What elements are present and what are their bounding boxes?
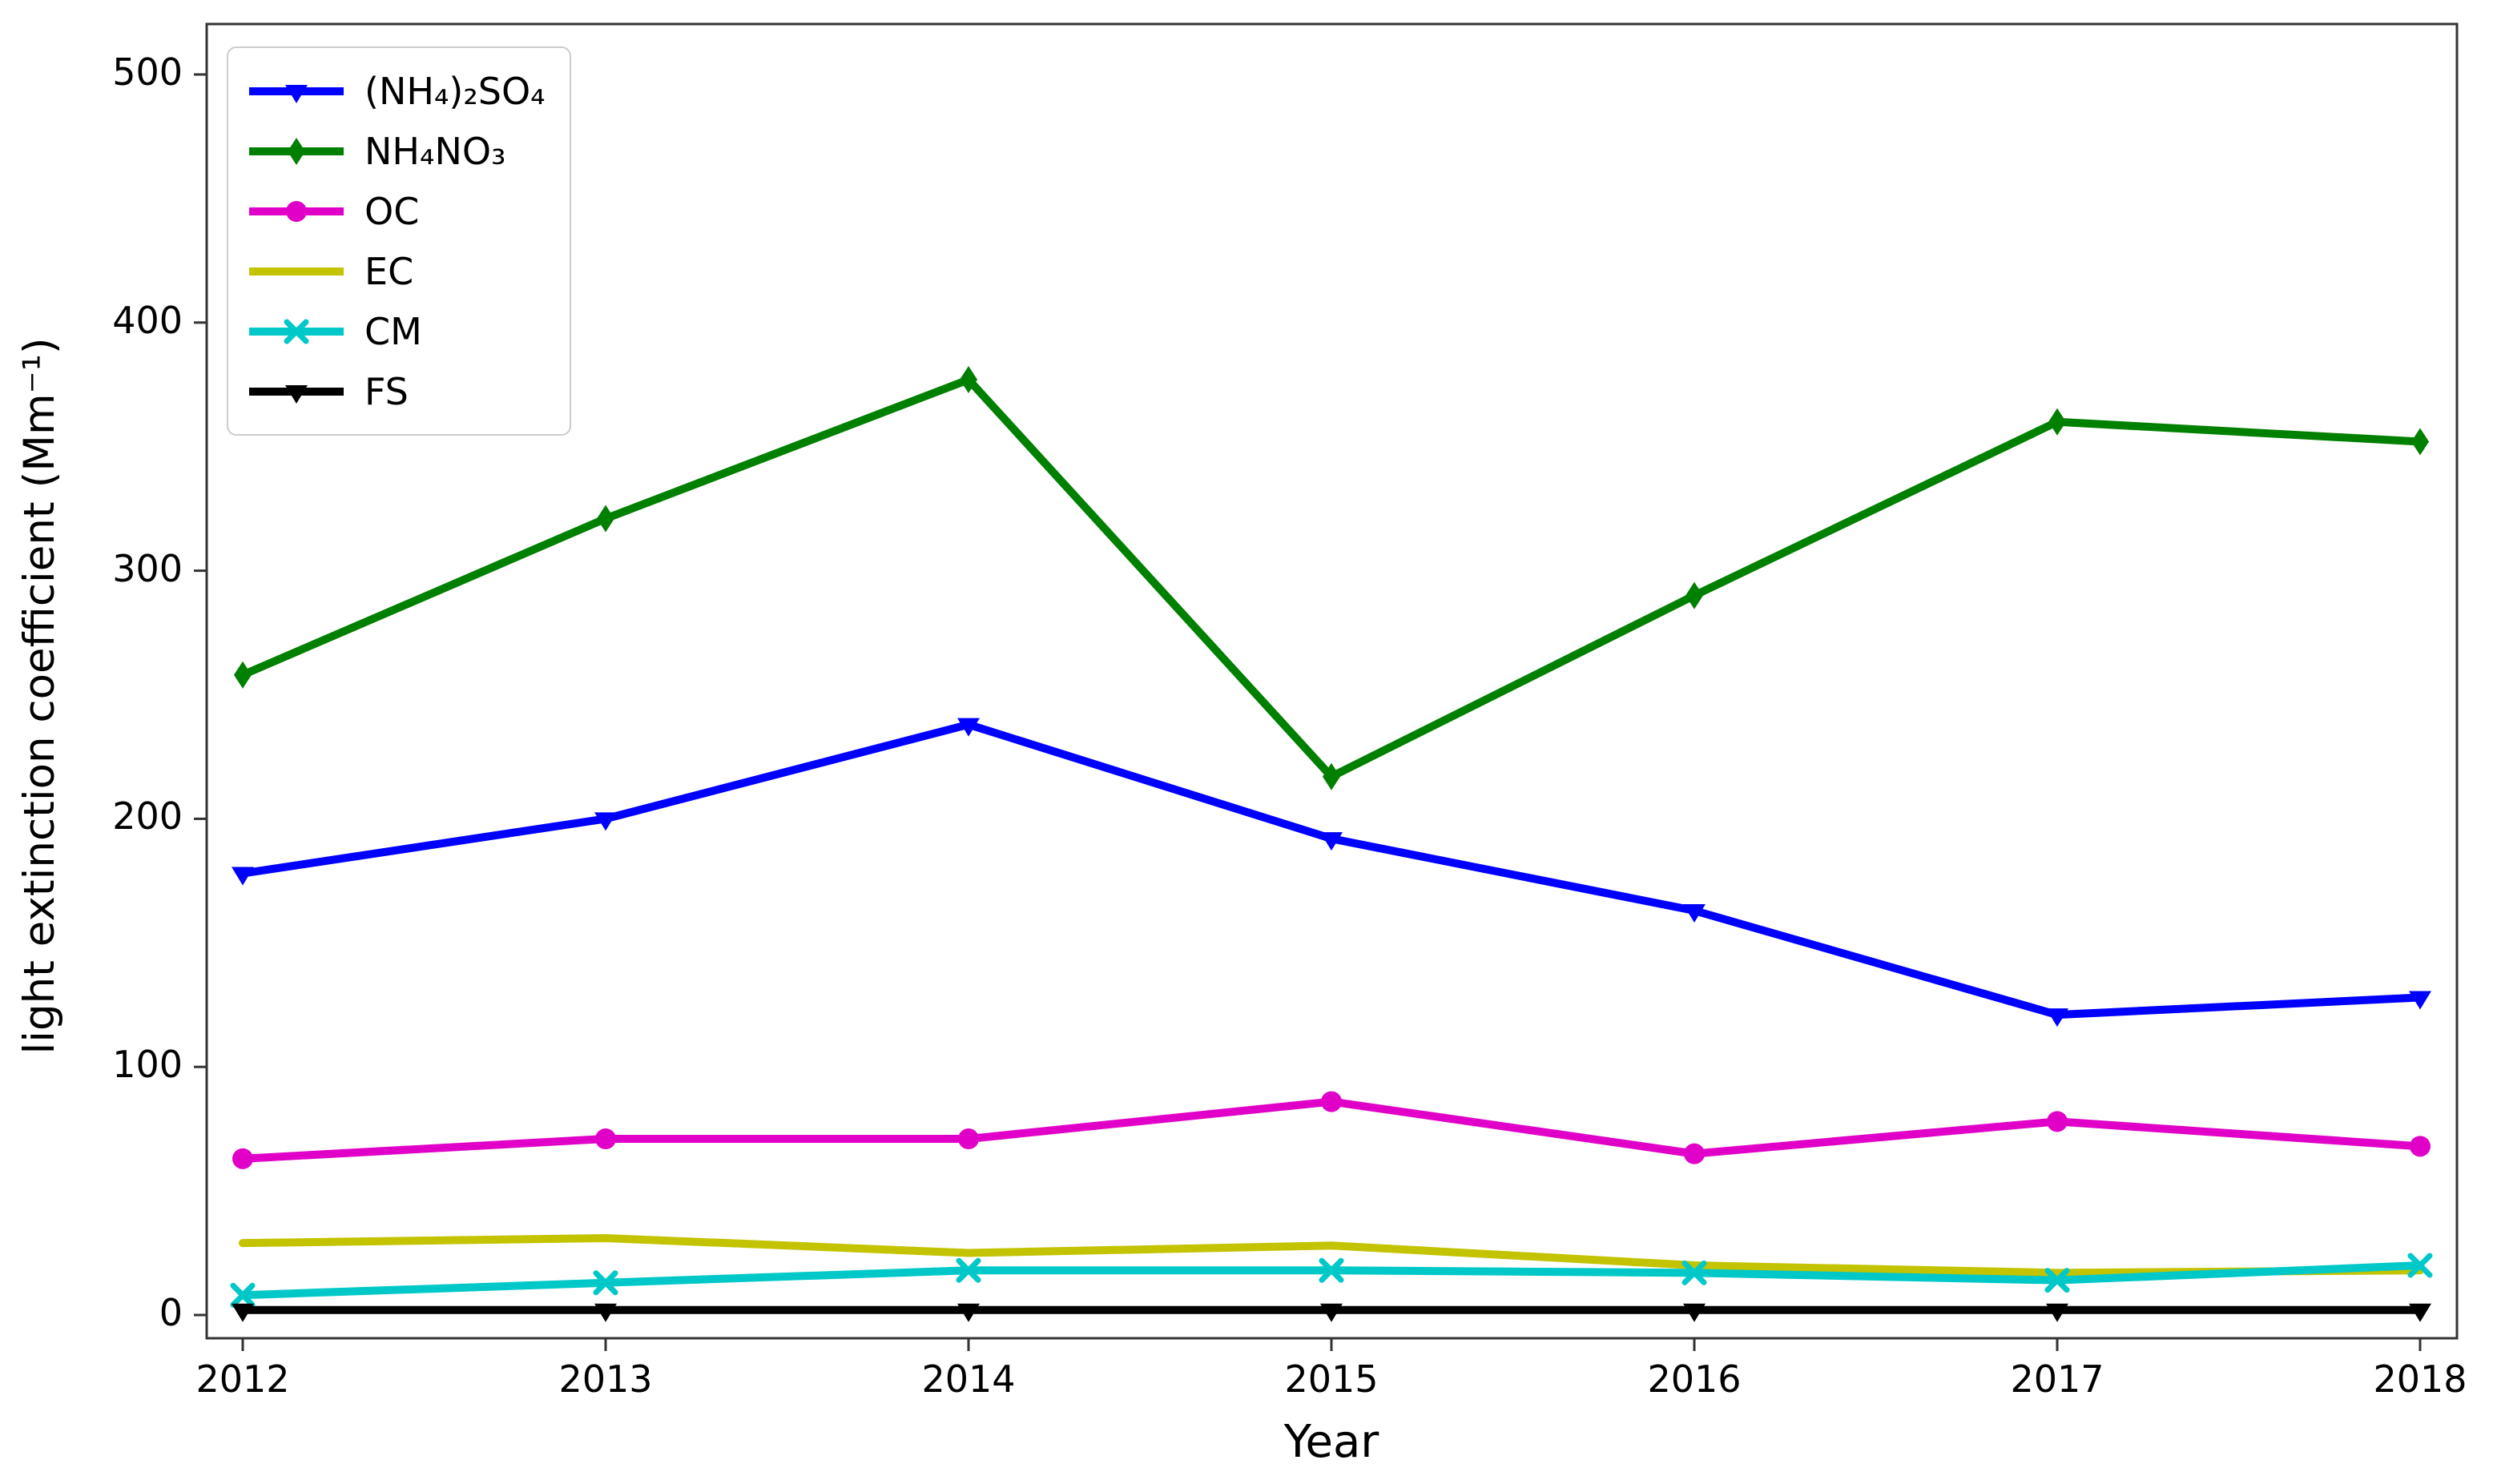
legend-label: FS — [364, 369, 409, 413]
legend-swatch — [249, 137, 344, 165]
legend-label: NH₄NO₃ — [364, 129, 506, 173]
series-FS — [232, 1303, 2431, 1322]
data-point-marker — [960, 366, 977, 394]
y-tick-label: 400 — [112, 298, 183, 342]
legend-swatch — [249, 200, 344, 222]
data-point-marker — [285, 84, 308, 103]
y-tick-label: 500 — [112, 50, 183, 94]
x-tick-label: 2014 — [921, 1357, 1016, 1401]
x-tick-label: 2013 — [558, 1357, 653, 1401]
data-point-marker — [2409, 1303, 2431, 1322]
data-point-marker — [1685, 581, 1703, 609]
data-point-marker — [1683, 904, 1706, 923]
data-point-marker — [232, 867, 254, 886]
data-point-marker — [230, 1282, 256, 1308]
legend-label: (NH₄)₂SO₄ — [364, 69, 546, 113]
data-point-marker — [2044, 1268, 2070, 1293]
data-point-marker — [1684, 1143, 1705, 1164]
data-point-marker — [1323, 762, 1340, 790]
data-point-marker — [232, 1148, 253, 1169]
data-point-marker — [2048, 408, 2066, 436]
series-OC — [232, 1091, 2431, 1169]
x-axis-label: Year — [1283, 1416, 1379, 1468]
series-line — [239, 376, 2424, 781]
legend-label: CM — [364, 309, 422, 353]
data-point-marker — [2411, 428, 2429, 456]
legend-entry: OC — [244, 181, 546, 241]
y-tick-label: 0 — [159, 1291, 183, 1334]
data-point-marker — [594, 1303, 617, 1322]
y-tick-label: 100 — [112, 1043, 183, 1087]
data-point-marker — [2046, 1008, 2068, 1028]
data-point-marker — [288, 137, 305, 165]
legend-entry: CM — [244, 301, 546, 361]
data-point-marker — [1320, 832, 1343, 851]
legend-swatch — [249, 84, 344, 103]
data-point-marker — [956, 1257, 981, 1283]
data-point-marker — [284, 319, 309, 344]
legend-entry: FS — [244, 361, 546, 421]
data-point-marker — [597, 505, 614, 533]
legend-entry: (NH₄)₂SO₄ — [244, 61, 546, 121]
data-point-marker — [2410, 1136, 2431, 1157]
data-point-marker — [2407, 1253, 2433, 1278]
legend-swatch — [249, 267, 344, 275]
y-tick-label: 300 — [112, 546, 183, 590]
data-point-marker — [957, 1303, 980, 1322]
data-point-marker — [1683, 1303, 1706, 1322]
data-point-marker — [2046, 1303, 2068, 1322]
data-point-marker — [1321, 1091, 1342, 1112]
y-tick-label: 200 — [112, 794, 183, 839]
data-point-marker — [1320, 1303, 1343, 1322]
data-point-marker — [593, 1270, 618, 1296]
data-point-marker — [232, 1303, 254, 1322]
series-EC — [239, 1233, 2424, 1277]
series-(NH₄)₂SO₄ — [232, 718, 2431, 1028]
x-tick-label: 2015 — [1284, 1357, 1379, 1401]
x-tick-label: 2017 — [2010, 1357, 2104, 1401]
x-tick-label: 2012 — [195, 1357, 290, 1401]
legend: (NH₄)₂SO₄ NH₄NO₃ OC EC CM FS — [227, 46, 571, 436]
data-point-marker — [1681, 1260, 1707, 1285]
series-NH₄NO₃ — [234, 366, 2429, 790]
legend-entry: EC — [244, 241, 546, 301]
data-point-marker — [2047, 1111, 2068, 1132]
data-point-marker — [234, 661, 252, 689]
data-point-marker — [958, 1128, 979, 1150]
x-tick-label: 2016 — [1647, 1357, 1742, 1401]
legend-swatch — [249, 384, 344, 404]
data-point-marker — [1319, 1257, 1344, 1283]
series-line — [239, 1233, 2424, 1277]
data-point-marker — [595, 1128, 616, 1150]
data-point-marker — [594, 812, 617, 831]
series-CM — [230, 1253, 2433, 1308]
legend-swatch — [249, 319, 344, 344]
legend-label: EC — [364, 249, 414, 293]
data-point-marker — [957, 718, 980, 737]
legend-label: OC — [364, 189, 420, 233]
data-point-marker — [2409, 991, 2431, 1010]
legend-entry: NH₄NO₃ — [244, 121, 546, 181]
data-point-marker — [285, 384, 308, 404]
x-tick-label: 2018 — [2373, 1357, 2467, 1401]
data-point-marker — [286, 200, 307, 222]
